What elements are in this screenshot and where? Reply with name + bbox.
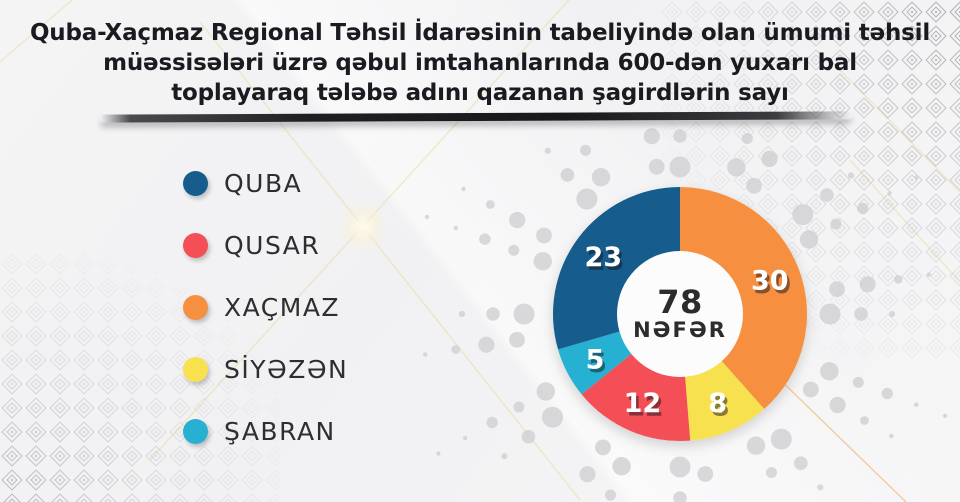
title-line-2: müəssisələri üzrə qəbul imtahanlarında 6… — [103, 50, 857, 76]
donut-hole — [617, 251, 743, 377]
legend-item-siyezen: SİYƏZƏN — [183, 354, 349, 384]
page-title: Quba-Xaçmaz Regional Təhsil İdarəsinin t… — [0, 18, 960, 108]
title-line-1: Quba-Xaçmaz Regional Təhsil İdarəsinin t… — [29, 20, 931, 46]
slice-value-si̇yəzən: 8 — [711, 392, 730, 423]
legend-item-sabran: ŞABRAN — [183, 416, 348, 446]
legend-dot-qusar — [183, 232, 208, 258]
slice-value-xaçmaz: 30 — [751, 266, 789, 297]
slice-value-qusar: 12 — [624, 388, 662, 419]
slice-value-quba: 23 — [587, 246, 625, 277]
legend-item-xacmaz: XAÇMAZ — [183, 292, 348, 322]
slice-value-si̇yəzən: 8 — [708, 388, 727, 419]
diamond-pattern-bottom-left — [0, 252, 280, 502]
legend-item-qusar: QUSAR — [183, 230, 348, 260]
legend-item-quba: QUBA — [183, 168, 348, 198]
line-crossing-glow — [338, 202, 388, 252]
slice-value-quba: 23 — [584, 242, 622, 273]
legend-dot-quba — [183, 170, 208, 196]
legend-label: XAÇMAZ — [224, 292, 341, 322]
slice-value-şabran: 5 — [588, 348, 607, 379]
chart-slice-xaçmaz — [680, 187, 807, 410]
slice-value-xaçmaz: 30 — [753, 269, 791, 300]
legend-label: ŞABRAN — [224, 416, 336, 446]
legend-label: QUSAR — [224, 230, 321, 260]
legend-label: SİYƏZƏN — [224, 354, 349, 384]
chart-legend: QUBA QUSAR XAÇMAZ SİYƏZƏN ŞABRAN — [183, 168, 349, 446]
legend-label: QUBA — [224, 168, 303, 198]
legend-dot-sabran — [183, 418, 208, 444]
slice-value-şabran: 5 — [586, 344, 605, 375]
slice-value-qusar: 12 — [626, 392, 664, 423]
legend-dot-siyezen — [183, 356, 208, 382]
legend-dot-xacmaz — [183, 294, 208, 320]
title-line-3: toplayaraq tələbə adını qazanan şagirdlə… — [171, 80, 789, 106]
